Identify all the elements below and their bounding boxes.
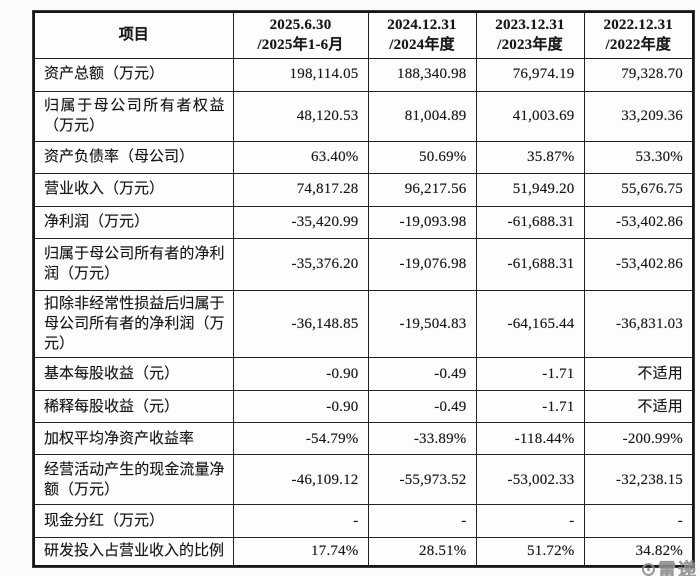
cell-value: 76,974.19	[475, 57, 585, 92]
cell-value: 50.69%	[367, 140, 477, 174]
financial-summary-table: 项目 2025.6.30 /2025年1-6月 2024.12.31 /2024…	[32, 10, 695, 568]
watermark: 雷递	[642, 556, 698, 576]
row-label: 净利润（万元）	[33, 205, 234, 239]
period-date: 2025.6.30	[269, 17, 332, 33]
table-row-weighted-roe: 加权平均净资产收益率 -54.79% -33.89% -118.44% -200…	[33, 422, 694, 456]
header-period-2023: 2023.12.31 /2023年度	[475, 11, 585, 59]
cell-value: 34.82%	[583, 537, 694, 567]
cell-value: -0.49	[367, 357, 477, 392]
cell-value: -53,402.86	[583, 237, 694, 291]
period-range: /2023年度	[497, 37, 563, 54]
row-label: 经营活动产生的现金流量净额（万元）	[33, 454, 234, 506]
row-label: 资产负债率（母公司）	[33, 140, 234, 174]
cell-value: 74,817.28	[232, 172, 369, 207]
cell-value: -0.49	[367, 390, 477, 424]
table-row-total-assets: 资产总额（万元） 198,114.05 188,340.98 76,974.19…	[33, 57, 694, 92]
cell-value: 28.51%	[367, 537, 477, 567]
cell-value: -54.79%	[232, 422, 369, 456]
watermark-swirl-icon	[642, 562, 655, 576]
cell-value: -	[232, 504, 369, 539]
cell-value: 51.72%	[475, 537, 585, 567]
cell-value: 不适用	[583, 357, 694, 392]
cell-value: 53.30%	[583, 140, 694, 174]
table-row-diluted-eps: 稀释每股收益（元） -0.90 -0.49 -1.71 不适用	[33, 390, 694, 424]
cell-value: -	[367, 504, 477, 539]
cell-value: 不适用	[583, 390, 694, 424]
row-label: 资产总额（万元）	[33, 57, 234, 92]
header-period-2025: 2025.6.30 /2025年1-6月	[232, 11, 369, 59]
header-row: 项目 2025.6.30 /2025年1-6月 2024.12.31 /2024…	[33, 11, 694, 59]
row-label: 研发投入占营业收入的比例	[33, 537, 234, 567]
cell-value: -55,973.52	[367, 454, 477, 506]
cell-value: -61,688.31	[475, 205, 585, 239]
cell-value: 198,114.05	[232, 57, 369, 92]
header-period-2022: 2022.12.31 /2022年度	[583, 11, 694, 59]
table-row-revenue: 营业收入（万元） 74,817.28 96,217.56 51,949.20 5…	[33, 172, 694, 207]
period-range: /2024年度	[389, 37, 455, 54]
cell-value: -19,076.98	[367, 237, 477, 291]
cell-value: -200.99%	[583, 422, 694, 456]
cell-value: 48,120.53	[232, 90, 369, 142]
row-label: 稀释每股收益（元）	[33, 390, 234, 424]
cell-value: 35.87%	[475, 140, 585, 174]
cell-value: -	[583, 504, 694, 539]
header-period-2024: 2024.12.31 /2024年度	[367, 11, 477, 59]
cell-value: -118.44%	[475, 422, 585, 456]
row-label: 基本每股收益（元）	[33, 357, 234, 392]
row-label: 归属于母公司所有者权益（万元）	[33, 90, 234, 142]
row-label: 归属于母公司所有者的净利润（万元）	[33, 237, 234, 291]
row-label: 加权平均净资产收益率	[33, 422, 234, 456]
period-date: 2024.12.31	[387, 17, 457, 33]
cell-value: 33,209.36	[583, 90, 694, 142]
cell-value: -1.71	[475, 390, 585, 424]
cell-value: -0.90	[232, 357, 369, 392]
row-label: 扣除非经常性损益后归属于母公司所有者的净利润（万元）	[33, 289, 234, 359]
table-row-parent-net-profit: 归属于母公司所有者的净利润（万元） -35,376.20 -19,076.98 …	[33, 237, 694, 291]
table-row-basic-eps: 基本每股收益（元） -0.90 -0.49 -1.71 不适用	[33, 357, 694, 392]
cell-value: -36,148.85	[232, 289, 369, 359]
cell-value: -64,165.44	[475, 289, 585, 359]
cell-value: -33.89%	[367, 422, 477, 456]
cell-value: 188,340.98	[367, 57, 477, 92]
table-row-net-profit-excl-nonrecurring: 扣除非经常性损益后归属于母公司所有者的净利润（万元） -36,148.85 -1…	[33, 289, 694, 359]
cell-value: 81,004.89	[367, 90, 477, 142]
period-date: 2023.12.31	[495, 17, 565, 33]
cell-value: 96,217.56	[367, 172, 477, 207]
period-range: /2022年度	[605, 37, 672, 54]
cell-value: -	[475, 504, 585, 539]
table-row-debt-ratio: 资产负债率（母公司） 63.40% 50.69% 35.87% 53.30%	[33, 140, 694, 174]
cell-value: -35,376.20	[232, 237, 369, 291]
row-label: 营业收入（万元）	[33, 172, 234, 207]
cell-value: -36,831.03	[583, 289, 694, 359]
period-date: 2022.12.31	[603, 17, 673, 33]
table-row-cash-dividend: 现金分红（万元） - - - -	[33, 504, 694, 539]
header-item-label: 项目	[33, 11, 234, 59]
table-row-operating-cash-flow: 经营活动产生的现金流量净额（万元） -46,109.12 -55,973.52 …	[33, 454, 694, 506]
cell-value: -46,109.12	[232, 454, 369, 506]
cell-value: 41,003.69	[475, 90, 585, 142]
cell-value: -61,688.31	[475, 237, 585, 291]
cell-value: 17.74%	[232, 537, 369, 567]
cell-value: -53,002.33	[475, 454, 585, 506]
period-range: /2025年1-6月	[257, 37, 344, 54]
row-label: 现金分红（万元）	[33, 504, 234, 539]
cell-value: 63.40%	[232, 140, 369, 174]
cell-value: -19,093.98	[367, 205, 477, 239]
cell-value: 79,328.70	[583, 57, 694, 92]
table-row-net-profit: 净利润（万元） -35,420.99 -19,093.98 -61,688.31…	[33, 205, 694, 239]
cell-value: 51,949.20	[475, 172, 585, 207]
cell-value: -32,238.15	[583, 454, 694, 506]
watermark-text: 雷递	[658, 560, 698, 576]
cell-value: -1.71	[475, 357, 585, 392]
table-row-parent-equity: 归属于母公司所有者权益（万元） 48,120.53 81,004.89 41,0…	[33, 90, 694, 142]
cell-value: -0.90	[232, 390, 369, 424]
cell-value: -53,402.86	[583, 205, 694, 239]
cell-value: -19,504.83	[367, 289, 477, 359]
cell-value: 55,676.75	[583, 172, 694, 207]
table-row-rd-ratio: 研发投入占营业收入的比例 17.74% 28.51% 51.72% 34.82%	[33, 537, 694, 567]
cell-value: -35,420.99	[232, 205, 369, 239]
